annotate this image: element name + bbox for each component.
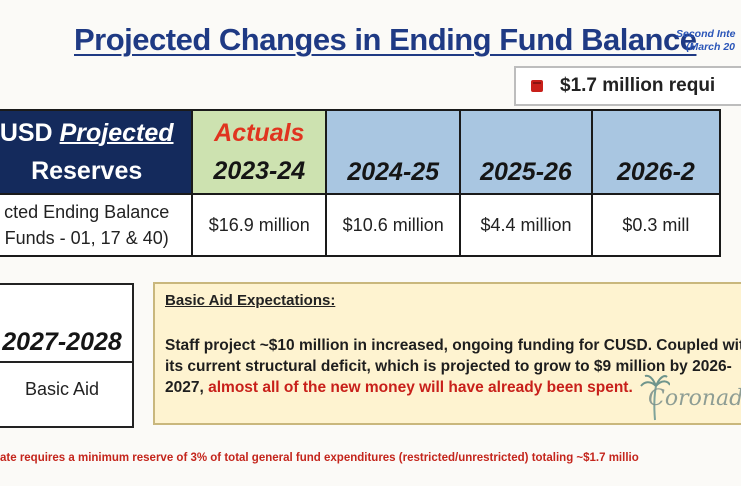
actuals-header: Actuals 2023-24 bbox=[191, 109, 328, 195]
expectations-body: Staff project ~$10 million in increased,… bbox=[165, 335, 741, 398]
row-label-line-2: Funds - 01, 17 & 40) bbox=[4, 228, 169, 248]
projected-year-1: 2024-25 bbox=[325, 109, 462, 195]
red-square-icon bbox=[531, 80, 543, 92]
label-header-line-1: USD Projected bbox=[0, 114, 190, 152]
requirement-text: $1.7 million requi bbox=[560, 75, 716, 96]
actuals-label: Actuals bbox=[214, 119, 305, 147]
table-header-row: USD Projected Reserves Actuals 2023-24 2… bbox=[0, 109, 722, 195]
value-year-1: $10.6 million bbox=[325, 193, 462, 257]
footnote: ate requires a minimum reserve of 3% of … bbox=[0, 452, 639, 464]
district-logo: Coronado bbox=[640, 374, 741, 424]
reserves-table: USD Projected Reserves Actuals 2023-24 2… bbox=[0, 109, 722, 257]
basic-aid-label: Basic Aid bbox=[24, 379, 100, 399]
expectations-highlight: almost all of the new money will have al… bbox=[208, 379, 633, 396]
label-header-prefix: USD bbox=[0, 119, 53, 147]
expectations-box: Basic Aid Expectations: Staff project ~$… bbox=[153, 282, 741, 425]
value-year-3: $0.3 mill bbox=[590, 193, 722, 257]
table-row: cted Ending Balance Funds - 01, 17 & 40)… bbox=[0, 193, 722, 257]
projected-year-2: 2025-26 bbox=[459, 109, 593, 195]
requirement-badge: $1.7 million requi bbox=[514, 66, 741, 106]
palm-tree-icon bbox=[640, 374, 670, 421]
expectations-text: Staff project ~$10 million in increased,… bbox=[165, 337, 741, 396]
projected-year-3: 2026-2 bbox=[590, 109, 722, 195]
basic-aid-box: 2027-2028 Basic Aid bbox=[0, 283, 134, 428]
row-label-line-1: cted Ending Balance bbox=[4, 202, 170, 222]
table-label-header: USD Projected Reserves bbox=[0, 109, 194, 195]
value-year-2: $4.4 million bbox=[459, 193, 593, 257]
subtitle-line-1: Second Inte bbox=[676, 28, 736, 40]
value-actual: $16.9 million bbox=[191, 193, 328, 257]
logo-text: Coronado bbox=[648, 386, 741, 411]
subtitle: Second Inte (March 20 bbox=[676, 28, 741, 54]
label-header-line-2: Reserves bbox=[31, 157, 143, 185]
subtitle-line-2: (March 20 bbox=[686, 41, 736, 53]
actuals-year: 2023-24 bbox=[213, 157, 306, 185]
expectations-heading: Basic Aid Expectations: bbox=[165, 292, 336, 309]
basic-aid-year: 2027-2028 bbox=[0, 285, 132, 363]
label-header-italic: Projected bbox=[59, 119, 174, 147]
row-label: cted Ending Balance Funds - 01, 17 & 40) bbox=[0, 193, 194, 257]
page-title: Projected Changes in Ending Fund Balance bbox=[74, 22, 697, 57]
